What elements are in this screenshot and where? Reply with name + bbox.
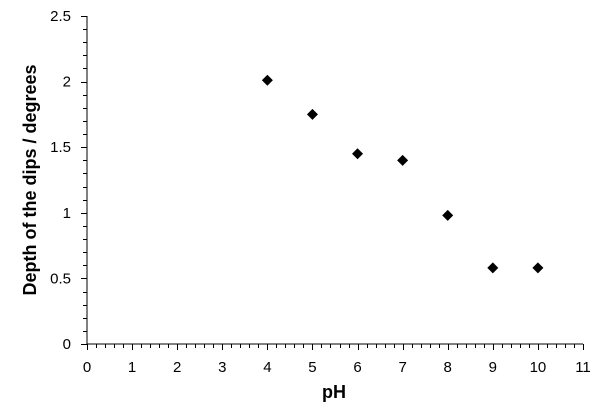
x-tick-label: 10 (530, 359, 547, 376)
x-tick-label: 8 (444, 359, 452, 376)
y-tick-label: 2.5 (50, 8, 71, 25)
x-tick-label: 7 (398, 359, 406, 376)
data-point (487, 262, 499, 274)
y-tick-label: 1.5 (50, 139, 71, 156)
x-tick-label: 2 (173, 359, 181, 376)
y-tick-label: 1 (63, 205, 71, 222)
data-point (306, 108, 318, 120)
x-tick-labels: 0 1 2 3 4 5 6 7 8 9 10 11 (83, 359, 591, 376)
y-tick-label: 0 (63, 336, 71, 353)
data-point (442, 209, 454, 221)
data-point (352, 148, 364, 160)
data-point (397, 154, 409, 166)
ticks-layer (81, 16, 584, 350)
x-tick-label: 6 (353, 359, 361, 376)
data-points (261, 74, 544, 274)
x-axis-title: pH (322, 382, 346, 402)
x-tick-label: 11 (575, 359, 591, 376)
x-tick-label: 5 (308, 359, 316, 376)
data-point (532, 262, 544, 274)
x-tick-label: 4 (263, 359, 271, 376)
x-tick-label: 0 (83, 359, 91, 376)
y-tick-label: 0.5 (50, 270, 71, 287)
x-tick-label: 3 (218, 359, 226, 376)
data-point (261, 74, 273, 86)
y-tick-label: 2 (63, 74, 71, 91)
y-axis-title: Depth of the dips / degrees (20, 64, 40, 295)
y-tick-labels: 0 0.5 1 1.5 2 2.5 (50, 8, 71, 353)
x-tick-label: 9 (489, 359, 497, 376)
x-tick-label: 1 (128, 359, 136, 376)
